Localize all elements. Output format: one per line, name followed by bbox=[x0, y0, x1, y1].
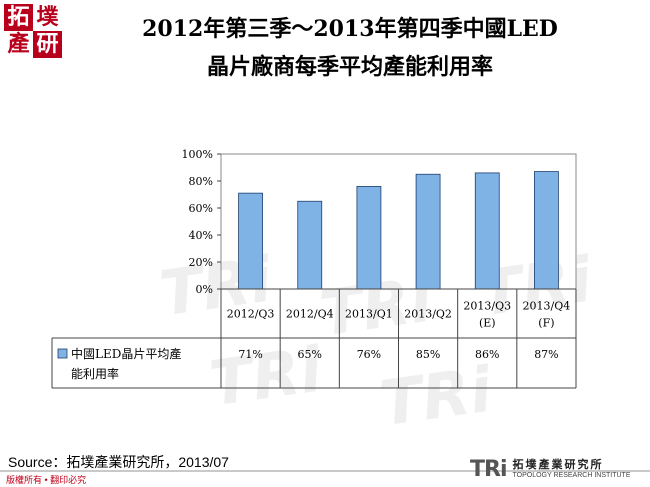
data-value-label: 71% bbox=[238, 348, 262, 361]
logo-char-4: 研 bbox=[33, 31, 62, 58]
slide-title: 2012年第三季～2013年第四季中國LED 晶片廠商每季平均產能利用率 bbox=[80, 10, 620, 86]
y-tick-label: 40% bbox=[189, 229, 213, 242]
x-category-label: 2013/Q4 bbox=[523, 300, 571, 313]
tri-logo: TRi 拓墣產業研究所 TOPOLOGY RESEARCH INSTITUTE bbox=[470, 456, 631, 482]
tri-logo-name: 拓墣產業研究所 bbox=[512, 458, 604, 471]
brand-logo: 拓 墣 產 研 bbox=[4, 4, 62, 58]
logo-char-2: 墣 bbox=[33, 4, 62, 31]
tri-logo-english: TOPOLOGY RESEARCH INSTITUTE bbox=[512, 472, 631, 479]
data-value-label: 86% bbox=[475, 348, 499, 361]
source-note: Source：拓墣產業研究所，2013/07 bbox=[8, 454, 229, 470]
y-tick-label: 100% bbox=[182, 148, 213, 161]
logo-char-1: 拓 bbox=[4, 4, 33, 31]
x-category-label: 2012/Q4 bbox=[286, 308, 334, 321]
logo-char-3: 產 bbox=[4, 31, 33, 58]
title-line-1: 2012年第三季～2013年第四季中國LED bbox=[142, 16, 558, 42]
bar bbox=[534, 171, 559, 290]
bar bbox=[415, 173, 441, 290]
data-value-label: 87% bbox=[534, 348, 558, 361]
bar bbox=[297, 200, 323, 290]
y-tick-label: 0% bbox=[196, 283, 213, 296]
legend-label: 中國LED晶片平均產 bbox=[71, 346, 181, 361]
copyright-text: 版權所有 • 翻印必究 bbox=[6, 475, 87, 485]
bar bbox=[474, 172, 500, 290]
data-value-label: 85% bbox=[416, 348, 440, 361]
legend-label: 能利用率 bbox=[71, 366, 119, 381]
x-category-label: 2013/Q2 bbox=[404, 308, 452, 321]
x-category-label: 2012/Q3 bbox=[227, 308, 275, 321]
x-category-label: (E) bbox=[479, 317, 496, 330]
bar bbox=[356, 185, 382, 290]
title-line-2: 晶片廠商每季平均產能利用率 bbox=[206, 54, 493, 80]
legend-swatch bbox=[57, 348, 68, 359]
x-category-label: 2013/Q3 bbox=[463, 300, 511, 313]
plot-area bbox=[220, 153, 577, 290]
bar bbox=[238, 192, 263, 290]
data-value-label: 76% bbox=[357, 348, 381, 361]
x-category-label: (F) bbox=[538, 317, 554, 330]
y-tick-label: 80% bbox=[189, 175, 213, 188]
y-tick-label: 20% bbox=[189, 256, 213, 269]
tri-logo-mark: TRi bbox=[470, 456, 507, 482]
data-value-label: 65% bbox=[298, 348, 322, 361]
y-tick-label: 60% bbox=[189, 202, 213, 215]
footer-bar bbox=[0, 470, 650, 487]
x-category-label: 2013/Q1 bbox=[345, 308, 393, 321]
